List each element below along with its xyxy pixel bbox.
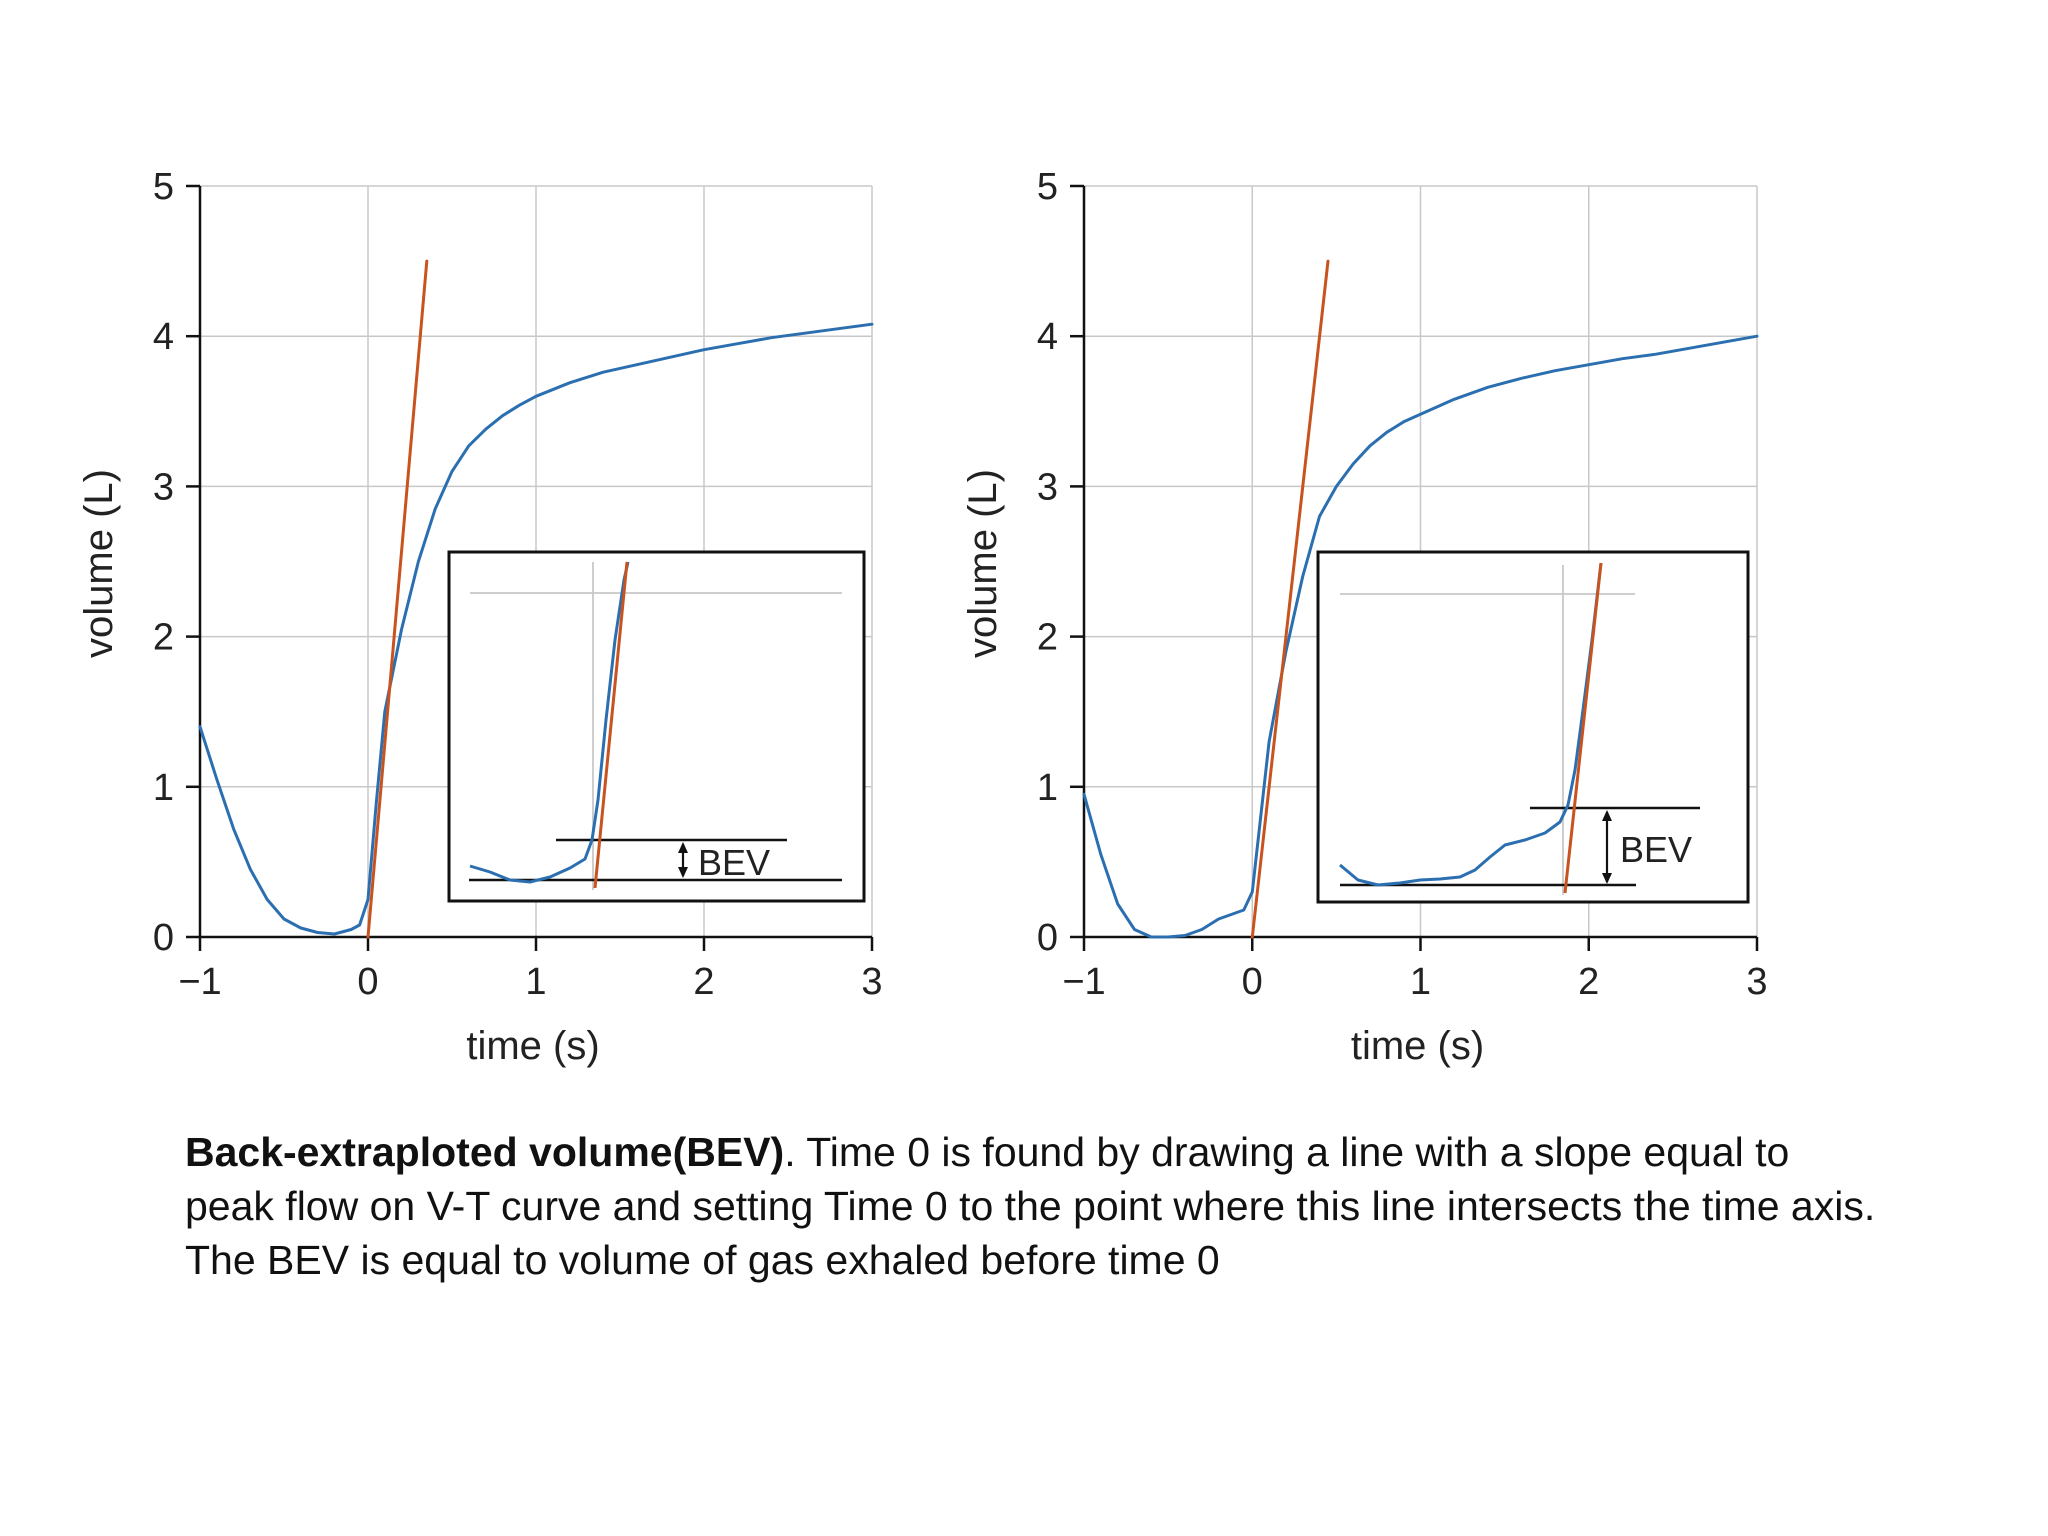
bev-label: BEV (1620, 829, 1692, 870)
x-tick-label: 2 (1578, 961, 1599, 1003)
x-tick-label: −1 (1062, 961, 1105, 1003)
y-axis-label: volume (L) (961, 469, 1005, 658)
x-axis-label: time (s) (1351, 1024, 1484, 1068)
y-tick-label: 4 (1037, 316, 1058, 358)
y-tick-label: 2 (1037, 617, 1058, 659)
x-tick-label: 3 (861, 961, 882, 1003)
y-tick-label: 0 (153, 917, 174, 959)
bev-arrow-head-down (678, 867, 688, 878)
x-axis-label: time (s) (466, 1024, 599, 1068)
bev-arrow-head-up (678, 842, 688, 853)
bev-arrow-head-down (1602, 873, 1612, 884)
peak-flow-slope-line (1250, 259, 1330, 939)
y-tick-label: 2 (153, 617, 174, 659)
peak-flow-slope-line (366, 259, 429, 939)
inset-slope-line (1563, 562, 1603, 894)
inset-slope-line (593, 561, 629, 889)
inset-volume-curve (469, 561, 630, 884)
x-tick-label: 1 (1410, 961, 1431, 1003)
y-tick-label: 5 (153, 166, 174, 208)
x-tick-label: −1 (178, 961, 221, 1003)
y-tick-label: 1 (1037, 767, 1058, 809)
x-tick-label: 1 (525, 961, 546, 1003)
volume-time-curve (1082, 334, 1759, 939)
inset-frame (447, 550, 866, 903)
figure-caption: Back-extraploted volume(BEV). Time 0 is … (185, 1125, 1885, 1287)
x-tick-label: 0 (1242, 961, 1263, 1003)
bev-arrow-head-up (1602, 810, 1612, 821)
y-tick-label: 1 (153, 767, 174, 809)
y-axis-label: volume (L) (77, 469, 121, 658)
x-tick-label: 2 (693, 961, 714, 1003)
y-tick-label: 5 (1037, 166, 1058, 208)
caption-title: Back-extraploted volume(BEV) (185, 1129, 785, 1175)
x-tick-label: 0 (357, 961, 378, 1003)
inset-volume-curve (1339, 562, 1603, 887)
x-tick-label: 3 (1746, 961, 1767, 1003)
y-tick-label: 3 (1037, 466, 1058, 508)
caption-text: . Time 0 is found by drawing a line with… (185, 1129, 1876, 1283)
inset-frame (1316, 550, 1750, 904)
bev-inset: BEV (447, 550, 866, 903)
y-tick-label: 0 (1037, 917, 1058, 959)
bev-inset: BEV (1316, 550, 1750, 904)
volume-time-curve (198, 322, 874, 936)
y-tick-label: 4 (153, 316, 174, 358)
y-tick-label: 3 (153, 466, 174, 508)
bev-label: BEV (698, 842, 770, 883)
